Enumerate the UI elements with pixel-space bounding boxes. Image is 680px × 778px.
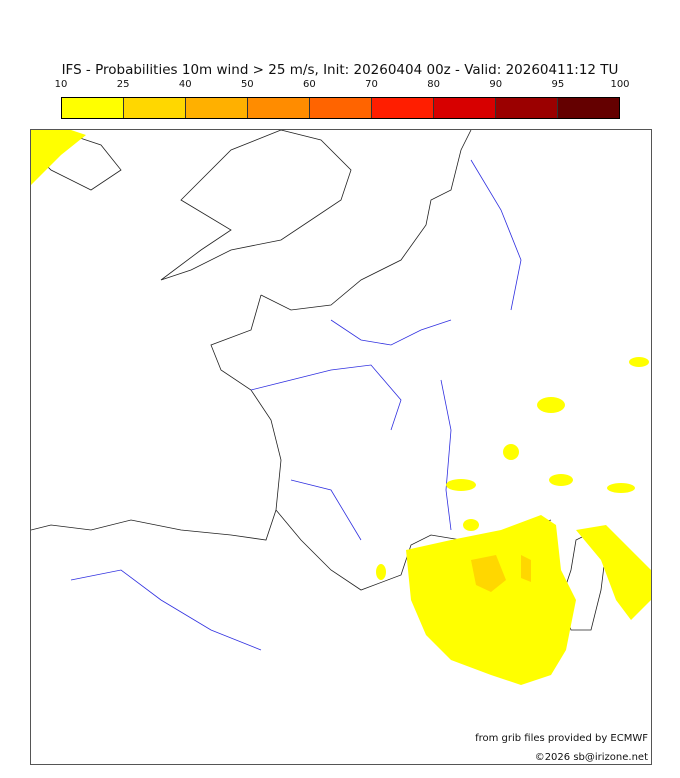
prob-area-10: [31, 130, 86, 185]
legend-ticks: 10 25 40 50 60 70 80 90 95 100: [55, 79, 630, 93]
prob-area-10: [549, 474, 573, 486]
legend-swatch: [434, 98, 496, 118]
legend-tick: 70: [365, 79, 378, 90]
legend-tick: 50: [240, 79, 254, 90]
legend-swatch: [62, 98, 124, 118]
map-title: IFS - Probabilities 10m wind > 25 m/s, I…: [61, 62, 619, 78]
legend-tick: 40: [178, 79, 192, 90]
legend-swatch: [124, 98, 186, 118]
prob-area-10: [607, 483, 635, 493]
legend-swatch: [310, 98, 372, 118]
legend-tick: 90: [489, 79, 503, 90]
legend-tick: 25: [116, 79, 130, 90]
prob-area-10: [503, 444, 519, 460]
legend-tick: 80: [427, 79, 440, 90]
legend-swatch: [186, 98, 248, 118]
legend-swatch: [372, 98, 434, 118]
river: [250, 364, 402, 431]
prob-area-25: [521, 555, 531, 582]
legend-tick: 100: [610, 79, 630, 90]
copyright: ©2026 sb@irizone.net: [534, 752, 648, 763]
prob-area-10: [463, 519, 479, 531]
prob-area-10: [576, 525, 651, 620]
prob-area-10: [537, 397, 565, 413]
river: [330, 319, 452, 346]
legend-swatch: [496, 98, 558, 118]
prob-area-25: [471, 555, 506, 592]
river: [440, 379, 452, 531]
color-legend: [61, 97, 620, 119]
river: [470, 159, 522, 311]
source-credit: from grib files provided by ECMWF: [475, 733, 648, 744]
river: [290, 479, 362, 541]
legend-tick: 95: [551, 79, 565, 90]
legend-swatch: [558, 98, 619, 118]
prob-area-10: [446, 479, 476, 491]
prob-area-10: [406, 515, 576, 685]
river: [70, 569, 262, 651]
prob-area-10: [629, 357, 649, 367]
coastline-england: [160, 129, 352, 281]
legend-tick: 10: [54, 79, 68, 90]
probability-map: [30, 129, 652, 765]
legend-tick: 60: [303, 79, 316, 90]
legend-swatch: [248, 98, 310, 118]
prob-area-10: [376, 564, 386, 580]
map-canvas: [30, 129, 651, 685]
